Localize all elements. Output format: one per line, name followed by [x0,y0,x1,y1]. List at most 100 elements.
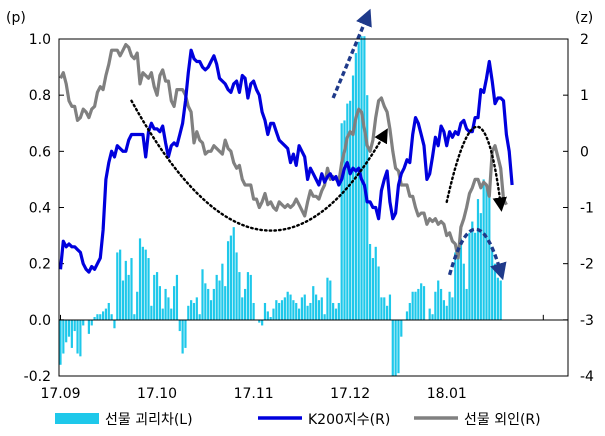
right-axis-unit: (z) [575,10,593,26]
bar [241,297,244,320]
right-tick-label: -2 [580,257,594,273]
bar [153,274,156,320]
dashed-trend-arrow [447,227,507,281]
left-tick-label: 0.0 [29,313,51,329]
bar [289,294,292,320]
bar [226,241,230,320]
bar [437,280,440,320]
bar [371,258,374,320]
bar [374,246,377,320]
bar [190,300,193,320]
bar [116,252,119,320]
bar [59,319,62,365]
bar [87,319,90,334]
bar [235,252,238,320]
bar [263,302,267,320]
bar [496,277,499,320]
bar [141,246,144,320]
bar [317,300,321,320]
bar [218,280,221,320]
bar [261,319,264,326]
bar [278,302,281,320]
legend-label: 선물 외인(R) [464,412,541,428]
bar [420,283,423,320]
bar [82,319,85,326]
bar [175,274,179,320]
legend-swatch-bar [55,413,99,424]
x-axis-ticks: 17.09 17.10 17.11 17.12 18.01 [40,314,544,402]
bar [119,249,122,320]
bar [121,280,125,320]
bar [394,319,397,376]
bar [275,300,278,320]
bar [462,263,465,320]
bar [337,302,340,320]
bar [167,297,170,320]
bar [102,311,105,320]
bar [377,266,380,320]
bar [400,319,403,337]
legend-label: K200지수(R) [308,412,390,428]
bar [428,308,431,320]
bar [238,272,241,320]
bar [195,297,198,320]
bar [354,53,357,320]
bar [368,244,372,320]
bar [170,308,173,320]
bar [493,263,497,320]
bar [340,123,343,320]
bar [158,286,161,320]
bar [439,288,443,320]
bar [334,308,338,320]
bar [93,317,96,320]
bar [459,238,463,320]
left-tick-label: 0.8 [29,88,51,104]
line-foreign-futures [59,42,508,260]
bar [79,319,82,357]
bar-series-futures-basis [59,36,502,376]
bar [184,319,187,348]
bar [286,291,289,320]
bar [224,286,227,320]
bar [349,100,352,320]
bar [499,280,502,320]
bar [130,258,133,320]
bar [451,297,454,320]
bar [346,103,349,320]
bar [323,314,326,320]
bar [187,305,190,320]
right-axis-ticks: -4 -3 -2 -1 0 1 2 [563,32,594,385]
right-tick-label: -3 [580,313,594,329]
bar [431,314,434,320]
dotted-trend-arrow [130,99,388,232]
bar [465,288,468,320]
line-k200 [58,48,514,274]
bar [292,300,295,320]
bar [249,274,252,320]
x-tick-label: 17.11 [234,386,274,402]
bar [144,249,147,320]
bar [474,232,477,320]
x-tick-label: 17.10 [137,386,177,402]
bar [113,319,116,329]
left-tick-label: 0.4 [29,201,51,217]
bar [383,297,386,320]
bar [434,291,437,320]
bar [448,291,451,320]
bar [422,286,426,320]
bar [110,314,113,320]
bar [232,227,235,320]
bar [303,294,306,320]
bar [65,319,68,343]
bar [388,294,392,320]
bar [297,308,301,320]
bar [215,274,218,320]
plot-frame [58,38,569,377]
bar [309,302,312,320]
bar [411,291,414,320]
bar [62,319,65,354]
bar [405,311,409,320]
bar [295,302,298,320]
bar [161,308,164,320]
